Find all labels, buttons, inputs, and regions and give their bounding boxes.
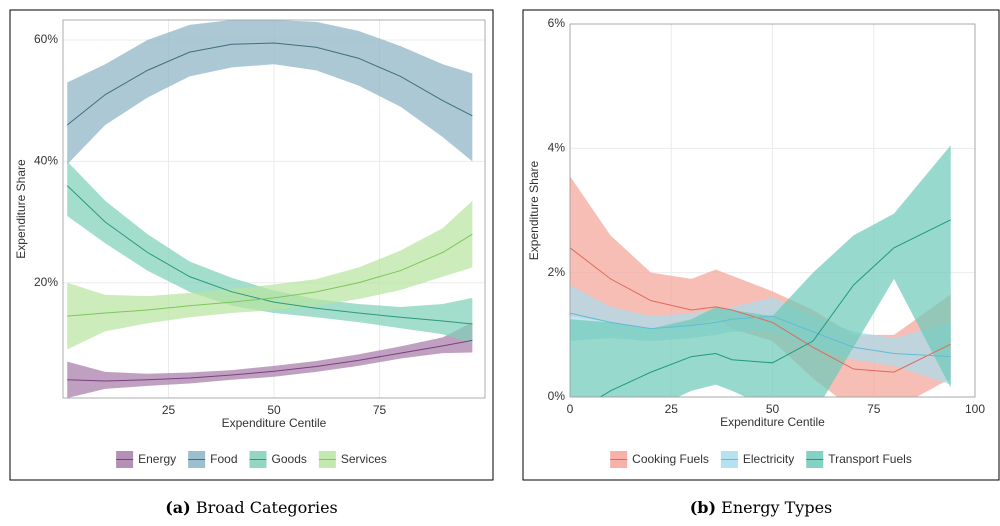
y-axis-title: Expenditure Share <box>527 160 541 260</box>
x-tick-label: 75 <box>867 402 881 416</box>
plot-area <box>66 20 473 398</box>
series-line <box>66 185 473 325</box>
series-line <box>67 339 473 382</box>
legend-label: Services <box>341 452 387 466</box>
x-tick-label: 100 <box>965 402 985 416</box>
legend-label: Cooking Fuels <box>632 452 709 466</box>
legend-label: Transport Fuels <box>828 452 912 466</box>
confidence-band <box>67 20 473 165</box>
caption: (b) Energy Types <box>690 498 833 517</box>
legend: Cooking Fuels Electricity Transport Fuels <box>610 451 912 468</box>
y-axis-title: Expenditure Share <box>14 159 28 259</box>
plot-border <box>569 23 976 398</box>
x-axis-title: Expenditure Centile <box>720 415 825 429</box>
legend-item: Cooking Fuels <box>610 451 709 468</box>
series-line <box>570 247 951 373</box>
x-tick-label: 0 <box>567 402 574 416</box>
caption-text: Energy Types <box>721 498 832 517</box>
caption-label: (b) <box>690 498 716 517</box>
y-tick-label: 20% <box>34 275 58 289</box>
y-tick-label: 6% <box>548 16 566 30</box>
plot-area <box>570 145 951 397</box>
legend-item: Goods <box>249 451 307 468</box>
y-tick-label: 40% <box>34 154 58 168</box>
x-axis-title: Expenditure Centile <box>222 416 327 430</box>
legend-label: Food <box>210 452 237 466</box>
confidence-band <box>570 285 951 385</box>
caption-text: Broad Categories <box>196 498 338 517</box>
legend-item: Electricity <box>720 451 794 468</box>
legend-item: Services <box>318 451 387 468</box>
panel: 25 50 75 20% 40% 60% Expenditure Centile Expend… <box>9 9 494 517</box>
x-tick-label: 75 <box>373 403 387 417</box>
y-tick-label: 4% <box>548 141 566 155</box>
legend-label: Energy <box>138 452 176 466</box>
legend-item: Transport Fuels <box>806 451 912 468</box>
legend-label: Electricity <box>743 452 794 466</box>
y-tick-label: 0% <box>548 389 566 403</box>
legend-label: Goods <box>272 452 307 466</box>
confidence-band <box>67 200 473 350</box>
caption: (a) Broad Categories <box>165 498 338 517</box>
x-tick-label: 25 <box>665 402 679 416</box>
series-line <box>67 233 473 317</box>
series-line <box>66 42 473 126</box>
legend: Energy Food Goods Services <box>116 451 387 468</box>
x-tick-label: 50 <box>766 402 780 416</box>
plot-border <box>62 19 486 399</box>
confidence-band <box>570 145 951 397</box>
x-tick-label: 50 <box>267 403 281 417</box>
series-line <box>599 219 951 397</box>
caption-label: (a) <box>165 498 191 517</box>
series-line <box>570 312 951 358</box>
y-tick-label: 2% <box>548 265 566 279</box>
y-tick-label: 60% <box>34 32 58 46</box>
panel: 0 25 50 75 100 0% 2% 4% 6% Expenditure Centile Exp… <box>522 9 1000 517</box>
legend-item: Food <box>188 451 238 468</box>
legend-item: Energy <box>116 451 176 468</box>
x-tick-label: 25 <box>162 403 176 417</box>
